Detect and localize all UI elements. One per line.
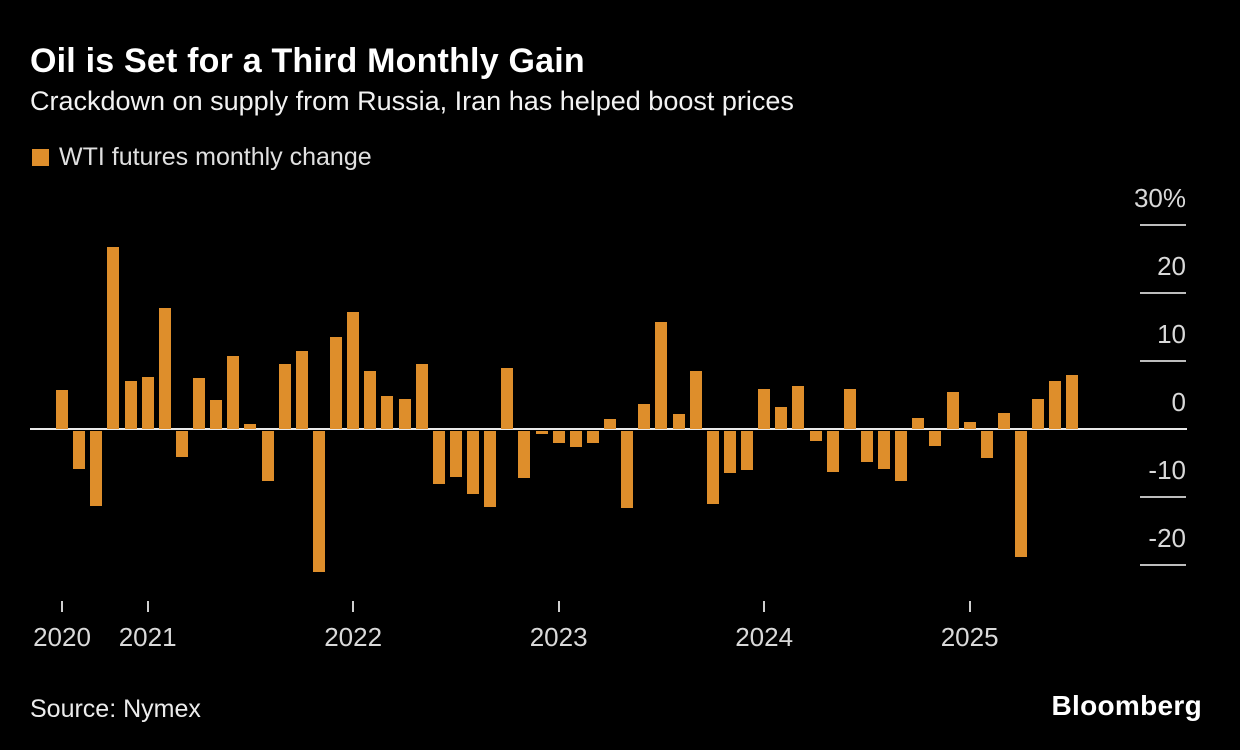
bar-2021-02 bbox=[158, 307, 171, 429]
x-axis-label: 2024 bbox=[735, 622, 794, 652]
bar-2023-03 bbox=[586, 431, 599, 444]
bar-2023-06 bbox=[638, 403, 651, 429]
bar-2023-09 bbox=[689, 370, 702, 429]
chart-subtitle: Crackdown on supply from Russia, Iran ha… bbox=[30, 86, 794, 116]
bar-2021-06 bbox=[227, 355, 240, 429]
bar-2024-06 bbox=[843, 388, 856, 429]
legend-label: WTI futures monthly change bbox=[59, 142, 372, 171]
y-axis-label: 10 bbox=[1157, 319, 1186, 349]
bar-2024-01 bbox=[758, 388, 771, 429]
x-axis-tick bbox=[61, 601, 63, 612]
bar-2021-04 bbox=[193, 378, 205, 429]
bar-2024-10 bbox=[912, 418, 925, 429]
y-axis-label: 20 bbox=[1157, 251, 1186, 281]
x-axis-tick bbox=[968, 601, 971, 612]
bar-2024-09 bbox=[895, 431, 908, 481]
bar-2023-08 bbox=[672, 414, 685, 429]
bar-2021-12 bbox=[330, 336, 342, 429]
bar-2020-10 bbox=[90, 431, 103, 506]
bar-2022-06 bbox=[432, 431, 445, 485]
bar-2022-01 bbox=[347, 312, 360, 429]
x-axis-tick bbox=[763, 601, 766, 612]
bar-2020-09 bbox=[73, 431, 86, 470]
bar-2025-04 bbox=[1015, 431, 1027, 558]
x-axis-label: 2022 bbox=[324, 622, 383, 652]
bar-2023-11 bbox=[723, 431, 736, 474]
bar-2021-07 bbox=[244, 424, 257, 429]
bar-2024-04 bbox=[809, 431, 822, 442]
x-axis-label: 2025 bbox=[940, 622, 999, 652]
bar-2022-09 bbox=[484, 431, 497, 508]
zero-axis-line bbox=[30, 428, 1187, 430]
bar-2024-08 bbox=[878, 431, 890, 470]
y-axis-label: -20 bbox=[1148, 523, 1186, 553]
bar-2022-07 bbox=[449, 431, 462, 478]
bar-2021-11 bbox=[312, 431, 325, 573]
bar-2025-07 bbox=[1066, 375, 1079, 429]
bar-2025-03 bbox=[997, 412, 1010, 429]
y-axis-label: -10 bbox=[1148, 455, 1186, 485]
bar-2024-03 bbox=[792, 386, 805, 429]
bar-2021-05 bbox=[210, 399, 223, 429]
legend-swatch-icon bbox=[32, 148, 49, 166]
bar-2022-02 bbox=[364, 370, 377, 429]
bar-2025-02 bbox=[980, 431, 993, 458]
bar-2021-10 bbox=[295, 351, 308, 429]
y-axis-tick bbox=[1140, 292, 1186, 294]
y-axis-label: 30% bbox=[1133, 183, 1186, 213]
bar-2022-08 bbox=[467, 431, 479, 494]
y-axis-tick bbox=[1140, 564, 1186, 566]
bar-2022-05 bbox=[415, 364, 428, 429]
bar-2024-05 bbox=[826, 431, 839, 472]
bar-2020-12 bbox=[124, 381, 137, 429]
x-axis-label: 2020 bbox=[33, 622, 91, 652]
bar-2024-12 bbox=[946, 391, 959, 429]
bar-2021-08 bbox=[261, 431, 274, 482]
y-axis-label: 0 bbox=[1171, 387, 1186, 417]
x-axis-label: 2021 bbox=[118, 622, 177, 652]
bar-2024-07 bbox=[860, 431, 873, 462]
x-axis-tick bbox=[146, 601, 149, 612]
bar-2022-04 bbox=[398, 399, 411, 429]
bar-2025-05 bbox=[1032, 399, 1045, 429]
chart-title: Oil is Set for a Third Monthly Gain bbox=[30, 42, 585, 80]
bar-2021-03 bbox=[175, 431, 188, 457]
bar-2024-11 bbox=[929, 431, 942, 446]
bar-2021-01 bbox=[141, 377, 154, 429]
bar-2023-10 bbox=[706, 431, 719, 505]
bar-2023-12 bbox=[741, 431, 753, 470]
bar-2020-08 bbox=[56, 389, 68, 429]
bar-2025-06 bbox=[1049, 380, 1062, 429]
bar-2022-12 bbox=[535, 431, 548, 434]
x-axis-tick bbox=[557, 601, 560, 612]
bar-2021-09 bbox=[278, 364, 291, 429]
x-axis-label: 2023 bbox=[529, 622, 588, 652]
bar-2023-05 bbox=[621, 431, 634, 508]
y-axis-tick bbox=[1140, 224, 1186, 226]
bar-2023-02 bbox=[569, 431, 582, 447]
x-axis-tick bbox=[352, 601, 355, 612]
source-note: Source: Nymex bbox=[30, 695, 201, 723]
bar-2023-01 bbox=[552, 431, 565, 443]
bloomberg-logo: Bloomberg bbox=[1051, 690, 1202, 721]
bar-2024-02 bbox=[775, 407, 788, 429]
y-axis-tick bbox=[1140, 360, 1186, 362]
chart-legend: WTI futures monthly change bbox=[32, 143, 372, 171]
bar-2022-10 bbox=[501, 368, 514, 429]
bar-2022-03 bbox=[381, 396, 394, 429]
y-axis-tick bbox=[1140, 496, 1186, 498]
bar-2020-11 bbox=[107, 247, 120, 429]
bar-2023-07 bbox=[655, 321, 668, 429]
bar-2023-04 bbox=[604, 418, 616, 429]
bar-2025-01 bbox=[963, 421, 976, 429]
bar-2022-11 bbox=[518, 431, 531, 478]
